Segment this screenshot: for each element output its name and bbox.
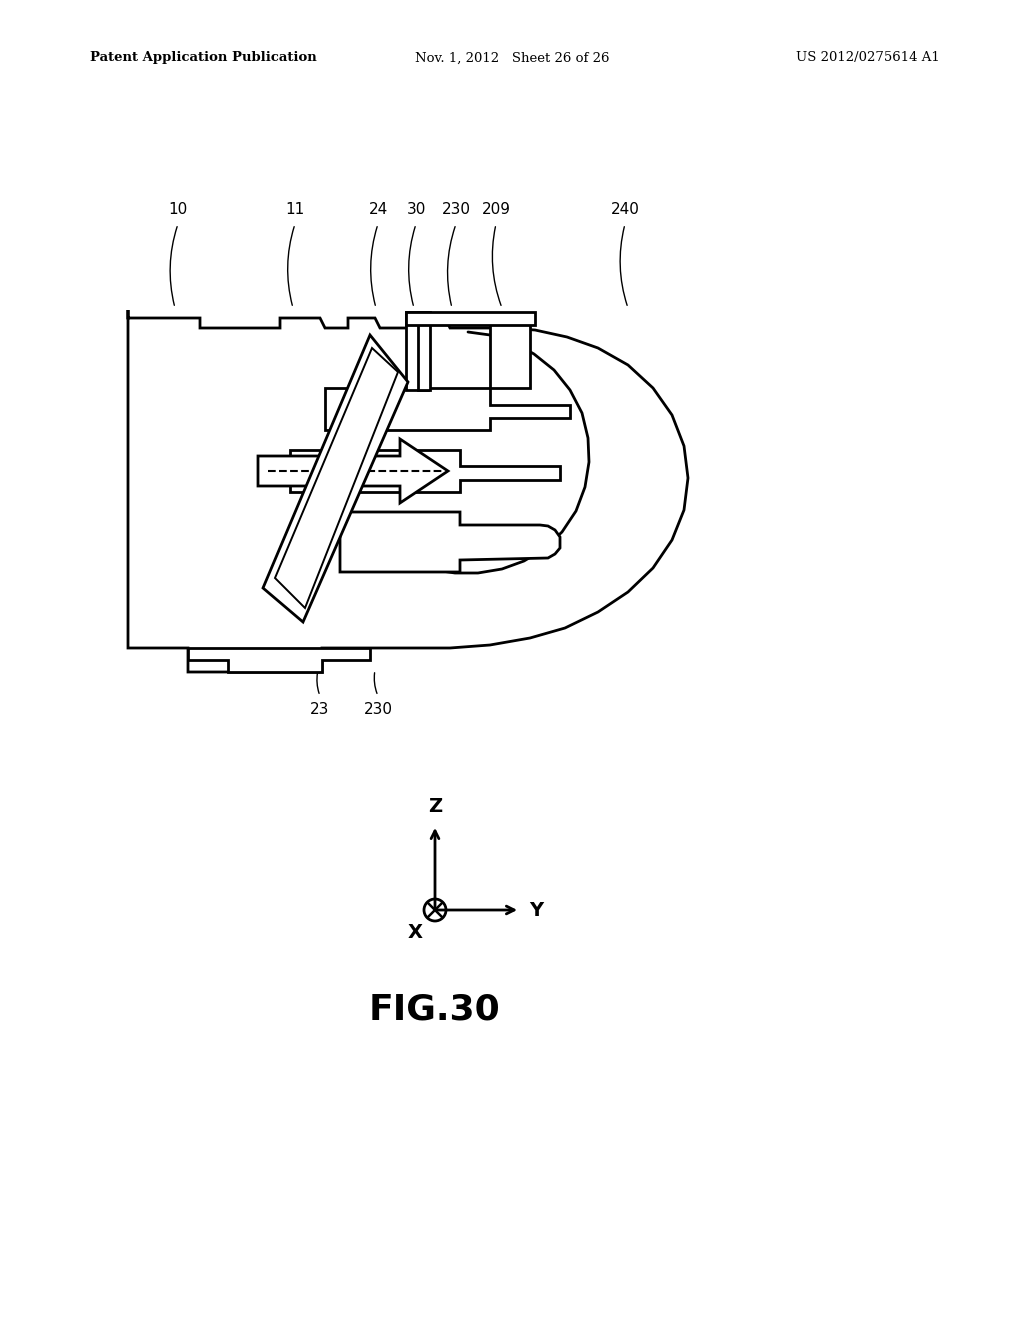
Text: Y: Y xyxy=(529,900,543,920)
Text: 10: 10 xyxy=(168,202,187,218)
Polygon shape xyxy=(188,648,370,672)
Polygon shape xyxy=(406,312,428,389)
Text: Patent Application Publication: Patent Application Publication xyxy=(90,51,316,65)
Polygon shape xyxy=(325,388,570,430)
Text: 230: 230 xyxy=(441,202,470,218)
Polygon shape xyxy=(258,440,449,503)
Polygon shape xyxy=(406,312,535,325)
Polygon shape xyxy=(290,450,560,492)
Text: 11: 11 xyxy=(286,202,304,218)
Polygon shape xyxy=(128,310,688,672)
Text: 209: 209 xyxy=(481,202,511,218)
Polygon shape xyxy=(340,512,560,572)
Text: Z: Z xyxy=(428,797,442,817)
Text: FIG.30: FIG.30 xyxy=(369,993,501,1027)
Text: 240: 240 xyxy=(610,202,639,218)
Text: 30: 30 xyxy=(407,202,426,218)
Text: X: X xyxy=(408,923,423,941)
Polygon shape xyxy=(418,312,430,389)
Text: 24: 24 xyxy=(369,202,388,218)
Polygon shape xyxy=(263,335,408,622)
Text: US 2012/0275614 A1: US 2012/0275614 A1 xyxy=(797,51,940,65)
Text: 23: 23 xyxy=(310,702,330,718)
Text: Nov. 1, 2012   Sheet 26 of 26: Nov. 1, 2012 Sheet 26 of 26 xyxy=(415,51,609,65)
Polygon shape xyxy=(490,315,530,388)
Text: 230: 230 xyxy=(364,702,392,718)
